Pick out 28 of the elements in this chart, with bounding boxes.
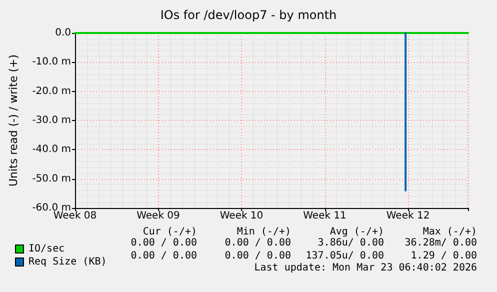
x-tick-label: Week 09	[136, 210, 180, 222]
x-tick-label: Week 12	[386, 210, 430, 222]
text: 0.00 / 0.00	[130, 238, 198, 248]
text: Avg (-/+)	[330, 226, 384, 238]
x-tick-label: Week 11	[303, 210, 346, 222]
text: Last update: Mon Mar 23 06:40:02 2026	[254, 262, 478, 274]
text: Min (-/+)	[236, 226, 292, 238]
y-tick-label: -40.0 m	[32, 144, 71, 156]
x-tick-label: Week 08	[53, 210, 97, 222]
y-tick-label: -50.0 m	[32, 173, 71, 184]
x-tick-label: Week 10	[220, 210, 264, 222]
text: 36.28m/ 0.00	[404, 238, 478, 248]
chart-title: IOs for /dev/loop7 - by month	[160, 8, 337, 22]
text: 1.29 / 0.00	[410, 250, 478, 262]
y-tick-label: 0.0	[55, 28, 71, 38]
text: 0.00 / 0.00	[130, 250, 198, 262]
text: Max (-/+)	[422, 226, 478, 238]
text: 0.00 / 0.00	[224, 238, 292, 248]
text: 3.86u/ 0.00	[318, 238, 384, 248]
y-tick-label: -20.0 m	[32, 86, 71, 97]
text: 0.00 / 0.00	[224, 250, 292, 262]
legend-label: IO/sec	[28, 244, 65, 254]
y-tick-label: -10.0 m	[32, 56, 71, 68]
y-tick-label: -30.0 m	[32, 115, 71, 126]
text: Cur (-/+)	[142, 226, 198, 238]
text: 137.05u/ 0.00	[306, 250, 384, 262]
legend-label: Req Size (KB)	[28, 256, 107, 268]
y-axis-title: Units read (-) / write (+)	[7, 54, 20, 187]
